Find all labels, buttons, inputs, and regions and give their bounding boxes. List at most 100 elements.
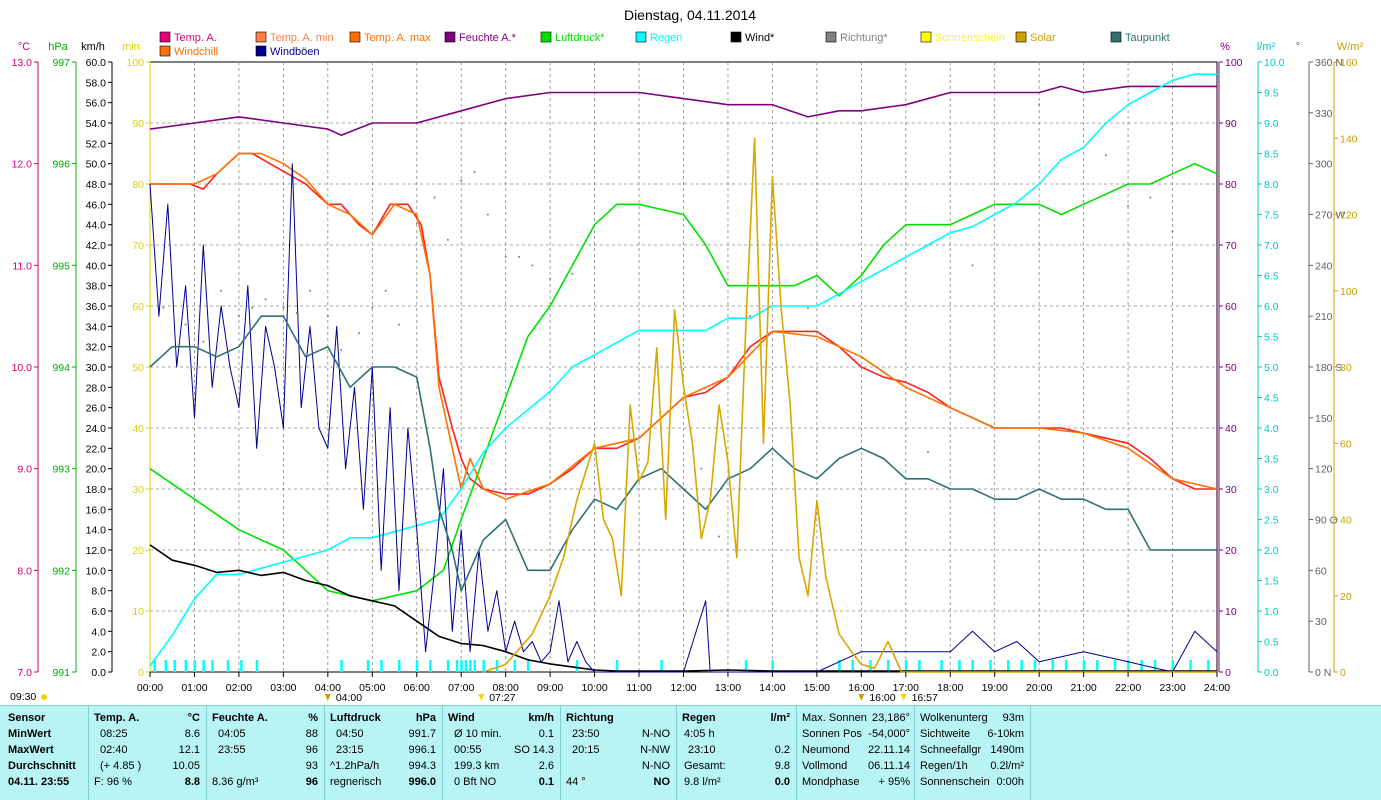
temp-tick-label: 13.0 xyxy=(12,57,33,69)
time-tick-label: 20:00 xyxy=(1026,682,1052,694)
legend-label: Temp. A. max xyxy=(364,32,431,44)
rain-tick-label: 2.5 xyxy=(1264,515,1279,527)
rain-tick-label: 3.0 xyxy=(1264,484,1279,496)
series-wind xyxy=(149,544,1217,672)
rain-tick-label: 6.5 xyxy=(1264,271,1279,283)
sunmin-tick-label: 50 xyxy=(132,362,144,374)
col-humidity: Feuchte A.% 04:05 88 23:55 96 93 8.36 g/m³… xyxy=(212,710,318,796)
rain-tick-label: 6.0 xyxy=(1264,301,1279,313)
sun-icon xyxy=(41,694,47,700)
pressure-axis-unit: hPa xyxy=(48,41,68,53)
wind-tick-label: 32.0 xyxy=(86,342,107,354)
direction-tick-label: 120 xyxy=(1315,464,1333,476)
hum-min: 88 xyxy=(305,728,318,740)
direction-point xyxy=(384,289,387,292)
sunmin-tick-label: 80 xyxy=(132,179,144,191)
legend-label: Temp. A. xyxy=(174,32,217,44)
solar-tick-label: 160 xyxy=(1340,57,1358,69)
rain-tick-label: 3.5 xyxy=(1264,454,1279,466)
unit-temp: °C xyxy=(187,712,200,724)
extra-snowline: 1490m xyxy=(990,744,1024,756)
wind-tick-label: 2.0 xyxy=(91,647,106,659)
wind-tick-label: 6.0 xyxy=(91,606,106,618)
solar-tick-label: 140 xyxy=(1340,133,1358,145)
hdr-rain: Regen xyxy=(682,712,716,724)
wind-tick-label: 22.0 xyxy=(86,443,107,455)
time-tick-label: 23:00 xyxy=(1159,682,1185,694)
direction-point xyxy=(971,264,974,267)
direction-point xyxy=(397,323,400,326)
time-tick-label: 19:00 xyxy=(982,682,1008,694)
solar-tick-label: 20 xyxy=(1340,591,1352,603)
direction-tick-label: 300 xyxy=(1315,159,1333,171)
separator xyxy=(1030,706,1031,800)
direction-point xyxy=(295,311,298,314)
temp-tick-label: 12.0 xyxy=(12,159,33,171)
direction-tick-label: 90 O xyxy=(1315,515,1338,527)
rain-bar xyxy=(940,660,943,672)
rain-tick-label: 5.0 xyxy=(1264,362,1279,374)
rain-bar xyxy=(1007,660,1010,672)
direction-tick-label: 210 xyxy=(1315,311,1333,323)
stats-table: Sensor MinWert MaxWert Durchschnitt 04.1… xyxy=(0,705,1381,800)
rain-bar xyxy=(340,660,343,672)
rain-bar xyxy=(1127,660,1130,672)
direction-point xyxy=(371,306,374,309)
pressure-tick-label: 993 xyxy=(52,464,70,476)
direction-point xyxy=(1038,103,1041,106)
direction-point xyxy=(446,238,449,241)
sunmin-tick-label: 40 xyxy=(132,423,144,435)
time-tick-label: 01:00 xyxy=(181,682,207,694)
label-current: 04.11. 23:55 xyxy=(8,776,70,788)
astro-fullmoon-label: Vollmond xyxy=(802,760,848,772)
humidity-tick-label: 80 xyxy=(1225,179,1237,191)
humidity-tick-label: 70 xyxy=(1225,240,1237,252)
time-tick-label: 09:00 xyxy=(537,682,563,694)
pressure-tick-label: 996 xyxy=(52,159,70,171)
rain-bar xyxy=(446,660,450,672)
direction-point xyxy=(549,277,552,280)
direction-tick-label: 270 W xyxy=(1315,210,1345,222)
rain-bar xyxy=(887,660,890,672)
rain-tick-label: 8.0 xyxy=(1264,179,1279,191)
series-regen xyxy=(149,73,1217,667)
temp-min: 8.6 xyxy=(184,728,200,740)
direction-point xyxy=(357,332,360,335)
solar-tick-label: 0 xyxy=(1340,667,1346,679)
direction-point xyxy=(1171,230,1174,233)
dir-max: N-NW xyxy=(640,744,670,756)
direction-tick-label: 180 S xyxy=(1315,362,1342,374)
rain-bar xyxy=(469,660,472,672)
wind-tick-label: 48.0 xyxy=(86,179,107,191)
separator xyxy=(560,706,561,800)
direction-point xyxy=(749,315,752,318)
direction-point xyxy=(700,467,703,470)
direction-point xyxy=(1149,196,1152,199)
time-tick-label: 08:00 xyxy=(493,682,519,694)
direction-point xyxy=(340,349,343,352)
pressure-tick-label: 991 xyxy=(52,667,70,679)
time-tick-label: 04:00 xyxy=(315,682,341,694)
label-max: MaxWert xyxy=(8,744,54,756)
chart-title: Dienstag, 04.11.2014 xyxy=(624,7,756,23)
wind-tick-label: 30.0 xyxy=(86,362,107,374)
legend-swatch xyxy=(444,31,456,43)
sunset-time-label: 16:57 xyxy=(912,692,938,704)
axis-heads: °C hPa km/h min% l/m² ° W/m² xyxy=(18,41,1364,53)
wind-axis-unit: km/h xyxy=(81,41,105,53)
legend: Temp. A. Temp. A. min Temp. A. max Feuchte … xyxy=(159,31,1170,58)
rain-tick-label: 9.5 xyxy=(1264,88,1279,100)
wind-current: 0.1 xyxy=(538,776,554,788)
moonrise-icon xyxy=(858,694,865,701)
series-windchill xyxy=(150,152,1218,500)
hum-current: 96 xyxy=(305,776,318,788)
temp-avg: 10.05 xyxy=(172,760,200,772)
direction-point xyxy=(309,289,312,292)
dir-max-time: 20:15 xyxy=(572,744,600,756)
legend-swatch xyxy=(920,31,932,43)
wind-tick-label: 50.0 xyxy=(86,159,107,171)
col-sensor: Sensor MinWert MaxWert Durchschnitt 04.1… xyxy=(8,710,88,796)
rain-bar xyxy=(1095,660,1099,672)
direction-point xyxy=(264,298,267,301)
rain-bar xyxy=(1082,660,1086,672)
